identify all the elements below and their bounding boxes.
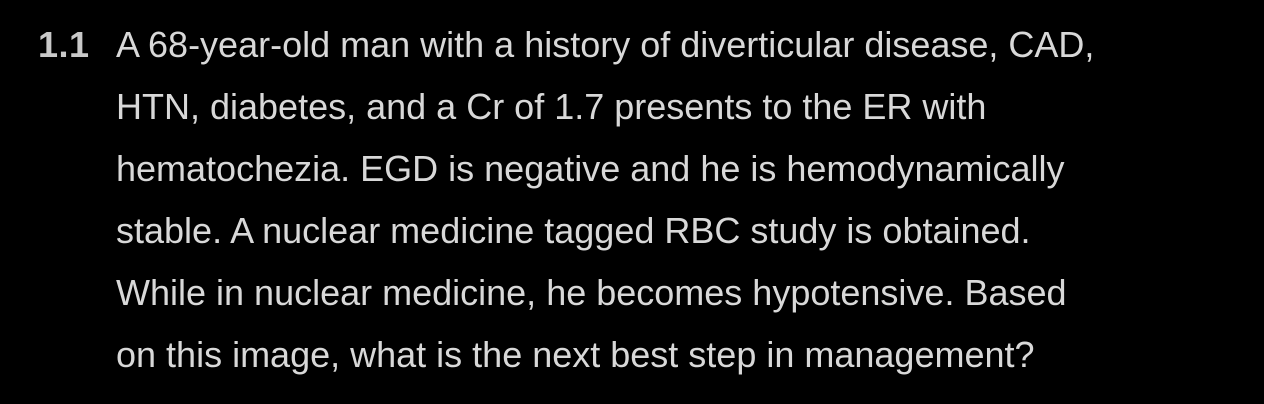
question-number: 1.1 [38,24,90,65]
question-text-line: HTN, diabetes, and a Cr of 1.7 presents … [116,86,987,127]
question-text: A 68-year-old man with a history of dive… [116,14,1248,386]
question-text-line: stable. A nuclear medicine tagged RBC st… [116,210,1031,251]
question-text-line: hematochezia. EGD is negative and he is … [116,148,1065,189]
question-text-line: A 68-year-old man with a history of dive… [116,24,1095,65]
question-text-line: While in nuclear medicine, he becomes hy… [116,272,1067,313]
question-block: 1.1 A 68-year-old man with a history of … [38,14,1248,386]
question-text-line: on this image, what is the next best ste… [116,334,1035,375]
